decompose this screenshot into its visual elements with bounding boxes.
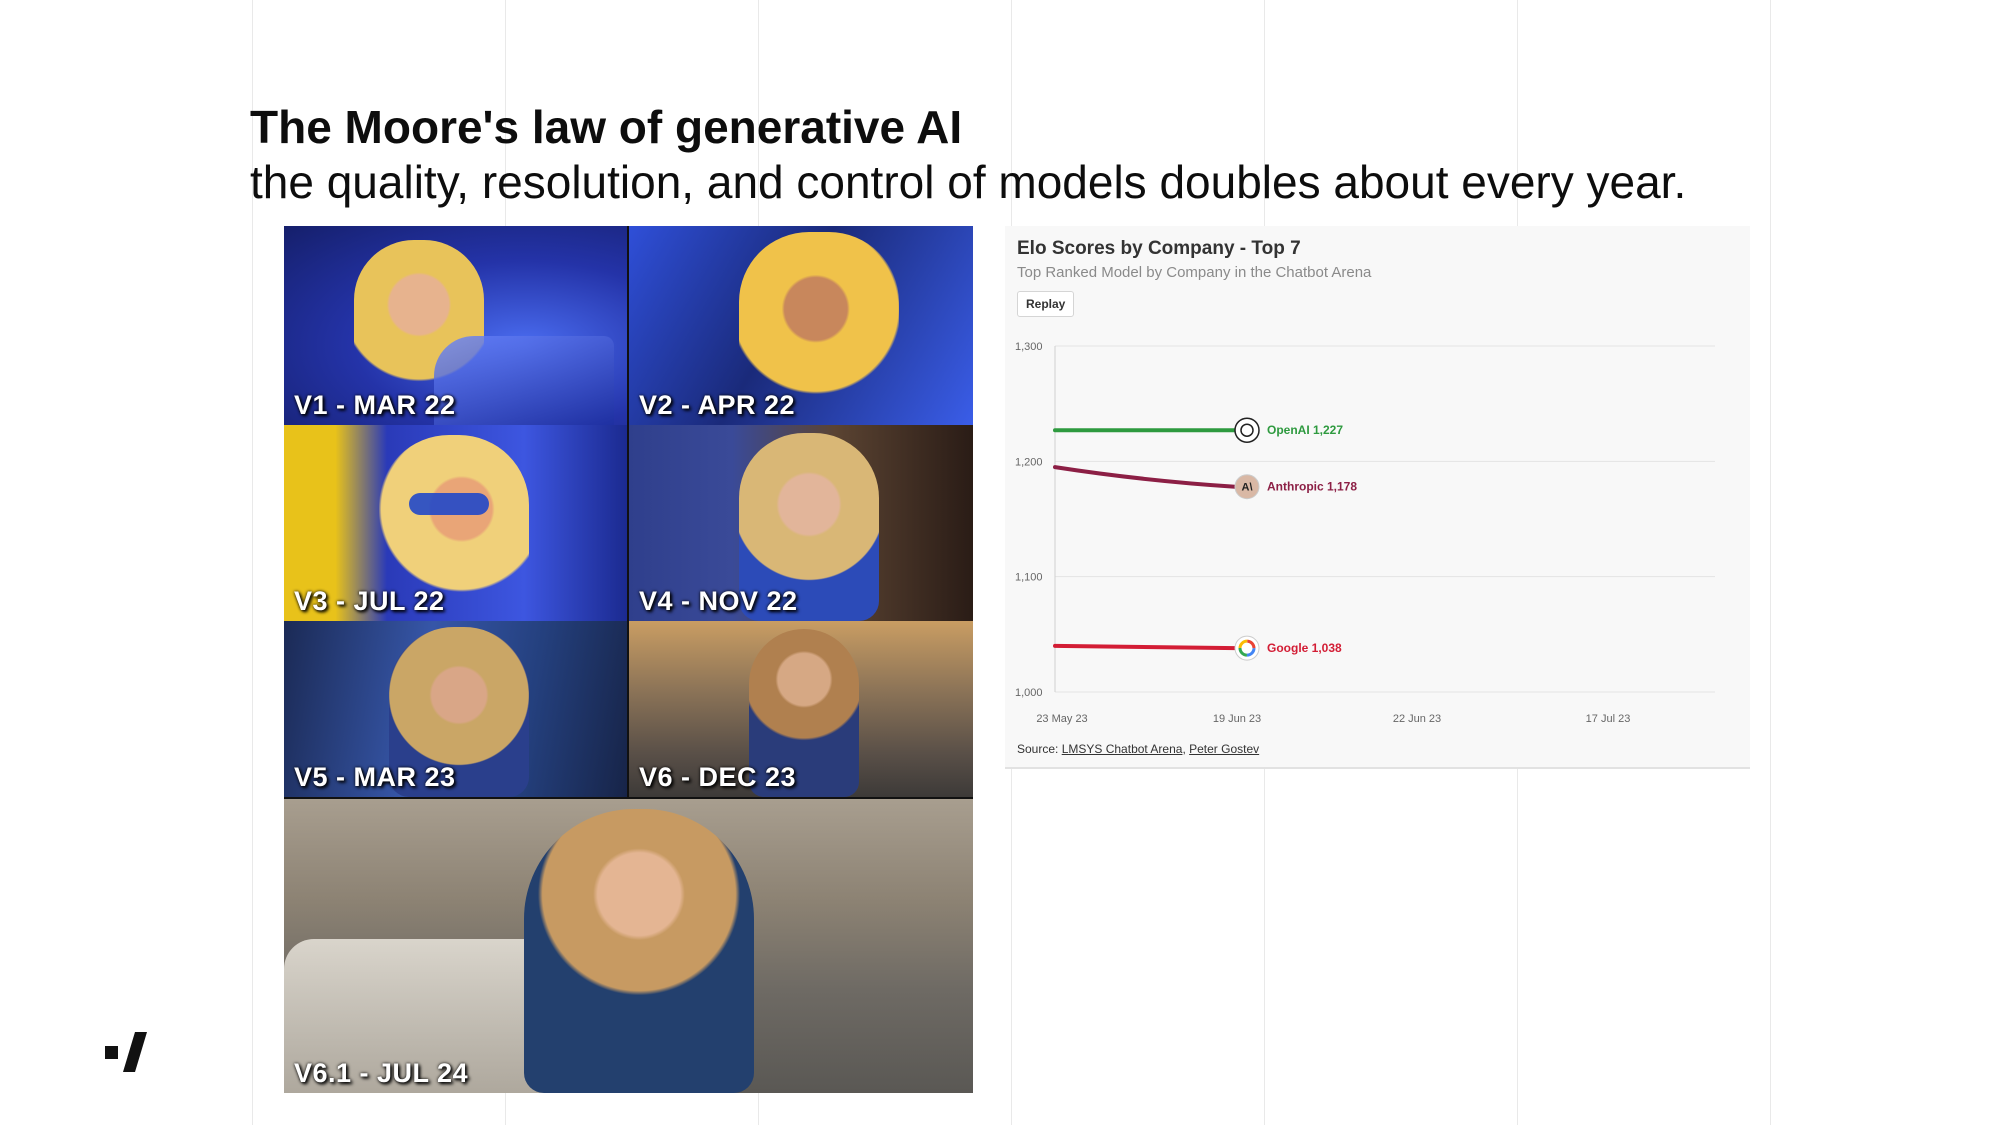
- google-glyph-red: [1238, 639, 1256, 657]
- openai-logo-icon: [1234, 417, 1260, 443]
- chart-subtitle: Top Ranked Model by Company in the Chatb…: [1017, 264, 1372, 281]
- google-glyph-green: [1238, 639, 1256, 657]
- tile-label: V4 - NOV 22: [639, 586, 798, 616]
- collage-tile-v6: V6 - DEC 23: [629, 621, 973, 797]
- series-end-label-google: Google 1,038: [1267, 641, 1342, 655]
- collage-tile-v2: V2 - APR 22: [629, 226, 973, 425]
- y-tick-label: 1,200: [1015, 456, 1043, 468]
- midjourney-version-collage: V1 - MAR 22 V2 - APR 22 V3 - JUL 22 V4 -…: [284, 226, 973, 1093]
- tile-label: V6.1 - JUL 24: [294, 1058, 469, 1088]
- collage-tile-v6-1: V6.1 - JUL 24: [284, 799, 973, 1093]
- elo-chart-card: 1,000 1,100 1,200 1,300 23 May 23 19 Jun 23 22…: [1005, 226, 1750, 769]
- tile-label: V6 - DEC 23: [639, 762, 797, 792]
- x-tick-label: 19 Jun 23: [1213, 713, 1261, 725]
- x-tick-label: 17 Jul 23: [1586, 713, 1631, 725]
- collage-tile-v1: V1 - MAR 22: [284, 226, 627, 425]
- tile-label: V1 - MAR 22: [294, 390, 456, 420]
- source-link-lmsys[interactable]: LMSYS Chatbot Arena: [1061, 742, 1183, 756]
- x-tick-label: 22 Jun 23: [1393, 713, 1441, 725]
- tile-label: V5 - MAR 23: [294, 762, 456, 792]
- google-glyph-yellow: [1238, 639, 1256, 657]
- openai-glyph: [1240, 423, 1254, 437]
- source-link-peter-gostev[interactable]: Peter Gostev: [1189, 742, 1260, 756]
- series-end-label-anthropic: Anthropic 1,178: [1267, 480, 1357, 494]
- collage-tile-v4: V4 - NOV 22: [629, 425, 973, 621]
- collage-tile-v3: V3 - JUL 22: [284, 425, 627, 621]
- y-tick-label: 1,000: [1015, 687, 1043, 699]
- background-gridline: [1770, 0, 1771, 1125]
- slide-title: The Moore's law of generative AI: [250, 101, 963, 153]
- series-end-label-openai: OpenAI 1,227: [1267, 423, 1343, 437]
- brand-logo-icon: [105, 1032, 147, 1072]
- chart-title: Elo Scores by Company - Top 7: [1017, 238, 1301, 259]
- tile-label: V3 - JUL 22: [294, 586, 445, 616]
- elo-line-chart: 1,000 1,100 1,200 1,300 23 May 23 19 Jun 23 22…: [1015, 341, 1715, 725]
- slide-subtitle: the quality, resolution, and control of …: [250, 156, 1687, 208]
- anthropic-logo-icon: [1234, 474, 1260, 500]
- replay-button[interactable]: Replay: [1017, 291, 1075, 317]
- anthropic-glyph: A\: [1242, 482, 1253, 494]
- y-tick-label: 1,300: [1015, 341, 1043, 353]
- chart-source: Source: LMSYS Chatbot Arena, Peter Goste…: [1017, 742, 1260, 756]
- series-line-anthropic: [1053, 465, 1237, 489]
- tile-label: V2 - APR 22: [639, 390, 796, 420]
- y-tick-label: 1,100: [1015, 572, 1043, 584]
- x-tick-label: 23 May 23: [1036, 713, 1087, 725]
- source-prefix: Source:: [1017, 742, 1062, 756]
- collage-tile-v5: V5 - MAR 23: [284, 621, 627, 797]
- background-gridline: [252, 0, 253, 1125]
- series-line-google: [1053, 643, 1237, 651]
